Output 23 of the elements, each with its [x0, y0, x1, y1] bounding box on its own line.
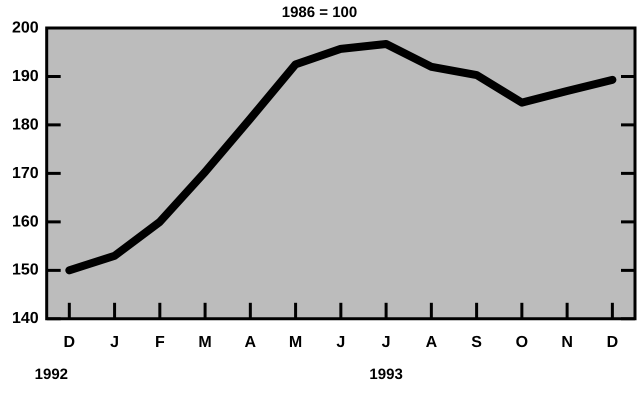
y-tick-label: 140 [12, 310, 39, 328]
x-tick-label: A [244, 334, 257, 351]
x-tick-label: D [64, 334, 76, 351]
y-tick-label: 170 [12, 164, 39, 182]
x-tick-label: N [561, 334, 573, 351]
x-tick-label: D [606, 334, 618, 351]
x-tick-label: S [471, 334, 482, 351]
x-tick-label: J [382, 334, 391, 351]
chart-title: 1986 = 100 [282, 4, 358, 22]
x-tick-label: J [110, 334, 120, 351]
text: 1992 [34, 366, 68, 383]
x-tick-label: M [288, 334, 302, 351]
y-tick-label: 160 [12, 213, 39, 230]
x-tick-label: J [336, 334, 346, 351]
y-tick-label: 200 [12, 19, 39, 36]
y-tick-label: 150 [12, 262, 39, 279]
y-tick-label: 180 [12, 116, 39, 134]
x-tick-label: A [426, 334, 438, 351]
text: 1993 [369, 366, 403, 383]
x-tick-label: F [154, 334, 165, 351]
x-tick-label: O [516, 334, 528, 351]
x-tick-label: M [198, 334, 212, 351]
y-tick-label: 190 [12, 68, 39, 85]
